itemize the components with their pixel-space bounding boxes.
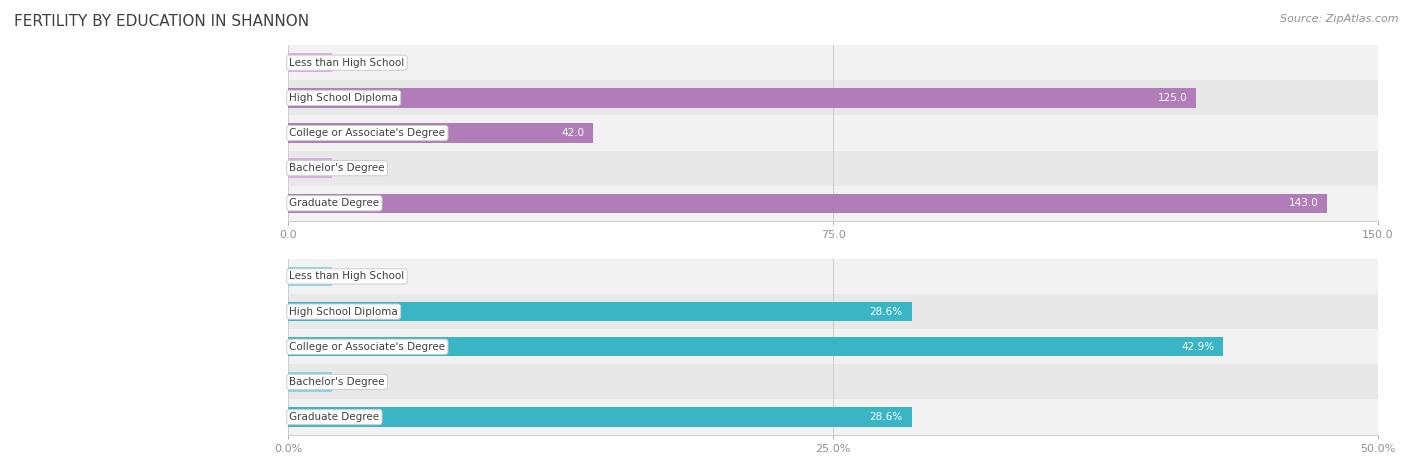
Text: 0.0%: 0.0% [344, 377, 371, 387]
Text: College or Associate's Degree: College or Associate's Degree [290, 342, 446, 352]
Text: 125.0: 125.0 [1157, 93, 1188, 103]
Bar [288, 194, 1327, 213]
Text: 0.0%: 0.0% [344, 271, 371, 282]
Text: 28.6%: 28.6% [870, 412, 903, 422]
Text: Bachelor's Degree: Bachelor's Degree [290, 163, 385, 173]
Bar [288, 337, 1223, 356]
Text: High School Diploma: High School Diploma [290, 306, 398, 317]
Bar [288, 45, 1378, 80]
Text: Graduate Degree: Graduate Degree [290, 198, 380, 209]
Text: 0.0: 0.0 [344, 57, 361, 68]
Bar [288, 259, 1378, 294]
Text: 42.0: 42.0 [561, 128, 585, 138]
Bar [288, 115, 1378, 151]
Bar [288, 124, 593, 142]
Bar [288, 186, 1378, 221]
Bar [288, 372, 332, 391]
Text: Less than High School: Less than High School [290, 271, 405, 282]
Bar [288, 267, 332, 286]
Text: Graduate Degree: Graduate Degree [290, 412, 380, 422]
Text: 28.6%: 28.6% [870, 306, 903, 317]
Text: College or Associate's Degree: College or Associate's Degree [290, 128, 446, 138]
Bar [288, 151, 1378, 186]
Bar [288, 329, 1378, 364]
Text: 0.0: 0.0 [344, 163, 361, 173]
Text: High School Diploma: High School Diploma [290, 93, 398, 103]
Bar [288, 159, 332, 178]
Text: 143.0: 143.0 [1288, 198, 1319, 209]
Text: Source: ZipAtlas.com: Source: ZipAtlas.com [1281, 14, 1399, 24]
Bar [288, 294, 1378, 329]
Bar [288, 408, 911, 427]
Bar [288, 302, 911, 321]
Bar [288, 364, 1378, 399]
Text: 42.9%: 42.9% [1181, 342, 1215, 352]
Text: FERTILITY BY EDUCATION IN SHANNON: FERTILITY BY EDUCATION IN SHANNON [14, 14, 309, 29]
Bar [288, 80, 1378, 115]
Bar [288, 53, 332, 72]
Text: Less than High School: Less than High School [290, 57, 405, 68]
Text: Bachelor's Degree: Bachelor's Degree [290, 377, 385, 387]
Bar [288, 88, 1197, 107]
Bar [288, 399, 1378, 435]
